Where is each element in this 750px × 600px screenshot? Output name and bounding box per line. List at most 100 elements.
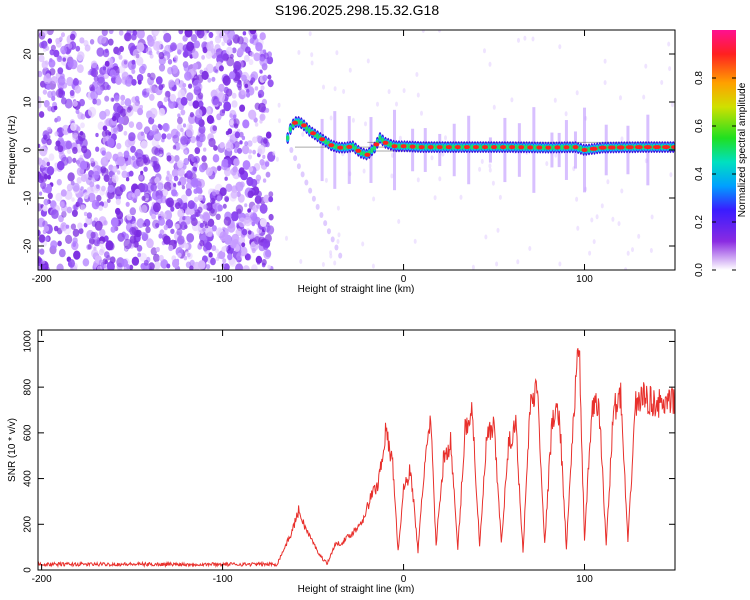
noise-blob [166, 155, 172, 162]
noise-blob [126, 213, 132, 221]
noise-blob [121, 170, 128, 179]
x-tick-label: -100 [213, 274, 233, 285]
noise-blob [471, 264, 475, 270]
noise-blob [134, 188, 141, 197]
noise-blob [38, 70, 43, 78]
noise-blob [168, 244, 174, 252]
noise-blob [72, 100, 78, 107]
noise-blob [480, 159, 484, 164]
noise-blob [218, 83, 225, 92]
noise-blob [56, 115, 61, 122]
noise-blob [222, 203, 227, 209]
noise-blob [90, 231, 96, 239]
noise-blob [88, 192, 96, 203]
noise-blob [144, 189, 151, 199]
noise-blob [188, 116, 195, 124]
noise-blob [110, 226, 116, 233]
ridge-peak [482, 145, 488, 150]
noise-blob [131, 59, 136, 65]
ridge-peak [616, 145, 625, 150]
noise-blob [202, 245, 209, 252]
noise-blob [101, 30, 108, 36]
noise-blob [137, 79, 142, 85]
noise-blob [163, 96, 168, 103]
noise-blob [42, 130, 50, 139]
noise-blob [96, 239, 101, 245]
noise-blob [216, 113, 222, 121]
x-tick-label: 0 [401, 274, 407, 285]
noise-blob [118, 65, 126, 74]
noise-blob [124, 98, 132, 107]
noise-blob [88, 106, 97, 117]
ridge-peak [634, 145, 643, 150]
noise-blob [120, 100, 125, 106]
noise-blob [158, 147, 164, 154]
noise-blob [56, 178, 62, 186]
noise-blob [215, 190, 220, 195]
noise-blob [243, 216, 252, 227]
noise-blob [210, 257, 216, 266]
noise-blob [177, 113, 181, 118]
noise-blob [108, 242, 115, 251]
noise-blob [123, 233, 129, 241]
ridge-cell [343, 145, 347, 151]
noise-blob [362, 168, 366, 174]
ridge-cell [397, 143, 401, 149]
noise-blob [289, 147, 294, 153]
noise-blob [217, 252, 223, 259]
noise-blob [234, 131, 241, 139]
noise-blob [175, 131, 181, 138]
noise-blob [243, 54, 250, 63]
noise-blob [224, 176, 228, 181]
noise-blob [182, 50, 189, 58]
noise-blob [611, 216, 615, 222]
ridge-peak [445, 145, 452, 150]
noise-blob [101, 185, 106, 192]
colorbar-label: Normalized spectral amplitude [737, 82, 748, 217]
ridge-cell [373, 145, 377, 151]
noise-blob [241, 135, 246, 141]
noise-blob [256, 135, 262, 142]
noise-blob [558, 44, 562, 50]
noise-blob [152, 202, 161, 213]
noise-blob [54, 131, 59, 137]
x-tick-label: 100 [576, 574, 593, 585]
ridge-peak [662, 145, 670, 150]
noise-blob [151, 213, 157, 220]
ridge-cell [307, 128, 311, 134]
noise-blob [175, 223, 180, 230]
noise-blob [207, 218, 215, 227]
noise-blob [259, 218, 267, 227]
noise-blob [109, 256, 116, 264]
noise-blob [321, 262, 325, 267]
ridge-peak [346, 144, 353, 149]
noise-blob [230, 190, 238, 199]
ridge-peak [472, 145, 479, 150]
noise-blob [69, 89, 75, 97]
noise-blob [130, 145, 136, 153]
noise-blob [127, 160, 132, 165]
noise-blob [123, 60, 128, 65]
noise-blob [202, 212, 211, 222]
noise-blob [149, 178, 153, 183]
ridge-cell [432, 144, 436, 150]
noise-blob [57, 67, 64, 75]
noise-blob [231, 100, 238, 108]
noise-blob [201, 55, 206, 60]
noise-blob [413, 238, 417, 244]
noise-blob [236, 191, 241, 198]
noise-blob [149, 107, 158, 118]
noise-blob [172, 145, 177, 150]
noise-blob [261, 259, 267, 266]
noise-blob [267, 79, 274, 88]
noise-blob [152, 219, 160, 229]
noise-blob [48, 153, 55, 161]
y-tick-label: 10 [23, 96, 34, 108]
y-tick-label: 200 [23, 516, 34, 533]
noise-blob [214, 35, 222, 44]
noise-blob [40, 30, 48, 36]
noise-blob [259, 32, 266, 41]
noise-blob [545, 161, 549, 167]
noise-blob [592, 239, 596, 245]
noise-blob [189, 112, 194, 118]
